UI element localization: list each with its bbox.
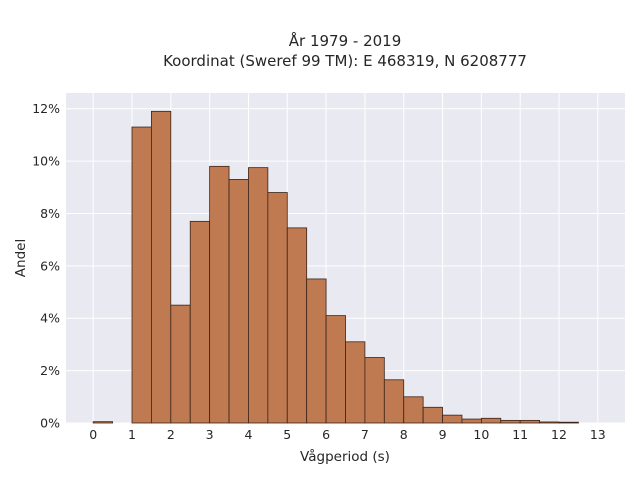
histogram-bar [325, 315, 346, 424]
x-tick-label: 13 [590, 427, 606, 442]
histogram-bar [461, 418, 482, 424]
x-tick-label: 7 [361, 427, 369, 442]
histogram-bar [519, 419, 540, 424]
y-tick-label: 0% [40, 416, 60, 431]
y-tick-label: 8% [40, 206, 60, 221]
histogram-bar [286, 227, 308, 424]
x-tick-label: 10 [473, 427, 489, 442]
histogram-bar [500, 419, 521, 424]
histogram-bar [558, 421, 579, 424]
histogram-bar [345, 341, 366, 424]
histogram-bar [442, 414, 463, 424]
histogram-bar [539, 421, 560, 424]
x-tick-label: 11 [512, 427, 528, 442]
histogram-bar [480, 417, 502, 424]
bar-layer [92, 110, 579, 424]
y-tick-label: 6% [40, 258, 60, 273]
histogram-bar [92, 421, 113, 424]
x-tick-label: 12 [551, 427, 567, 442]
histogram-bar [151, 110, 172, 424]
y-tick-label: 10% [32, 154, 60, 169]
chart-title: År 1979 - 2019 [289, 31, 402, 50]
histogram-bar [131, 126, 152, 424]
y-axis-label: Andel [13, 239, 29, 277]
histogram-bar [228, 179, 249, 424]
x-tick-label: 2 [167, 427, 175, 442]
x-tick-label: 0 [89, 427, 97, 442]
histogram-bar [422, 406, 443, 424]
histogram-bar [306, 278, 327, 424]
x-axis-label: Vågperiod (s) [300, 448, 390, 465]
histogram-bar [403, 396, 424, 424]
x-tick-label: 1 [128, 427, 136, 442]
histogram-bar [209, 165, 230, 424]
histogram-bar [364, 357, 385, 424]
y-tick-label: 4% [40, 311, 60, 326]
x-tick-label: 9 [439, 427, 447, 442]
histogram-bar [267, 192, 288, 424]
histogram-bar [383, 379, 405, 424]
x-tick-label: 4 [244, 427, 252, 442]
histogram-bar [170, 304, 191, 424]
chart-subtitle: Koordinat (Sweref 99 TM): E 468319, N 62… [163, 52, 527, 70]
histogram-bar [248, 167, 269, 424]
tick-layer: 0 1 2 3 4 5 6 7 8 9 10 11 12 130%2%4%6%8%10%12% [32, 101, 606, 442]
histogram-bar [189, 220, 211, 424]
x-tick-label: 6 [322, 427, 330, 442]
x-tick-label: 5 [283, 427, 291, 442]
x-tick-label: 8 [400, 427, 408, 442]
y-tick-label: 2% [40, 363, 60, 378]
x-tick-label: 3 [206, 427, 214, 442]
y-tick-label: 12% [32, 101, 60, 116]
